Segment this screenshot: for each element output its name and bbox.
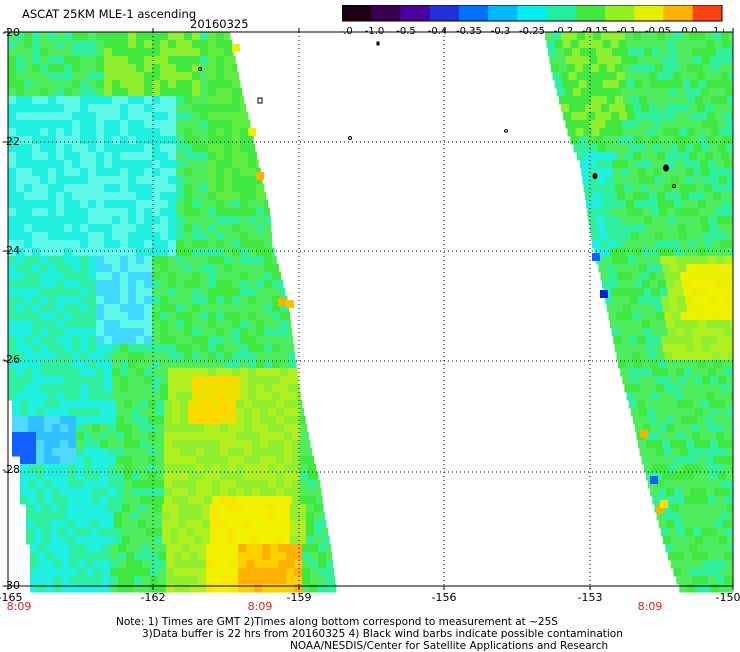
lat-label: -22 bbox=[2, 135, 20, 148]
colorbar-swatch bbox=[371, 5, 401, 21]
lon-label: -153 bbox=[577, 591, 603, 604]
edge-pixel bbox=[286, 300, 294, 308]
edge-pixel bbox=[640, 430, 648, 438]
edge-pixel bbox=[592, 253, 600, 261]
note-line-3: NOAA/NESDIS/Center for Satellite Applica… bbox=[290, 640, 609, 652]
edge-pixel bbox=[256, 172, 264, 180]
lat-label: -20 bbox=[2, 26, 20, 39]
lat-label: -30 bbox=[2, 579, 20, 592]
colorbar-swatch bbox=[400, 5, 431, 21]
time-label: 8:09 bbox=[247, 600, 273, 613]
lon-label: -162 bbox=[140, 591, 166, 604]
time-label: 8:09 bbox=[637, 600, 663, 613]
edge-pixel bbox=[650, 476, 658, 484]
colorbar-swatch bbox=[575, 5, 606, 21]
colorbar-swatch bbox=[634, 5, 665, 21]
time-label: 8:09 bbox=[6, 600, 32, 613]
edge-pixel bbox=[600, 290, 608, 298]
lon-label: -156 bbox=[431, 591, 457, 604]
edge-pixel bbox=[656, 505, 664, 513]
colorbar-swatch bbox=[429, 5, 460, 21]
colorbar-swatch bbox=[488, 5, 518, 21]
colorbar-swatch bbox=[517, 5, 548, 21]
edge-pixel bbox=[660, 500, 668, 508]
note-line-1: Note: 1) Times are GMT 2)Times along bot… bbox=[116, 616, 558, 628]
edge-pixel bbox=[14, 438, 22, 446]
lat-label: -28 bbox=[2, 463, 20, 476]
map-date: 20160325 bbox=[190, 17, 249, 31]
lon-label: -165 bbox=[0, 591, 23, 604]
map-frame bbox=[7, 31, 734, 587]
edge-pixel bbox=[278, 298, 286, 306]
colorbar-swatch bbox=[342, 5, 372, 21]
colorbar-swatch bbox=[605, 5, 635, 21]
lat-label: -24 bbox=[2, 244, 20, 257]
note-line-2: 3)Data buffer is 22 hrs from 20160325 4)… bbox=[142, 628, 623, 640]
island-outlines bbox=[198, 41, 676, 188]
colorbar-frame bbox=[342, 5, 723, 22]
lon-label: -150 bbox=[715, 591, 740, 604]
edge-pixel bbox=[248, 128, 256, 136]
axis-ticks bbox=[4, 28, 734, 590]
lon-label: -159 bbox=[286, 591, 312, 604]
edge-pixel bbox=[232, 44, 240, 52]
lat-label: -26 bbox=[2, 353, 20, 366]
colorbar-swatch bbox=[546, 5, 577, 21]
colorbar-swatch bbox=[663, 5, 694, 21]
colorbar-swatch bbox=[692, 5, 723, 21]
map-title: ASCAT 25KM MLE-1 ascending bbox=[22, 7, 197, 21]
swath-cells bbox=[8, 32, 734, 593]
colorbar-swatch bbox=[458, 5, 489, 21]
